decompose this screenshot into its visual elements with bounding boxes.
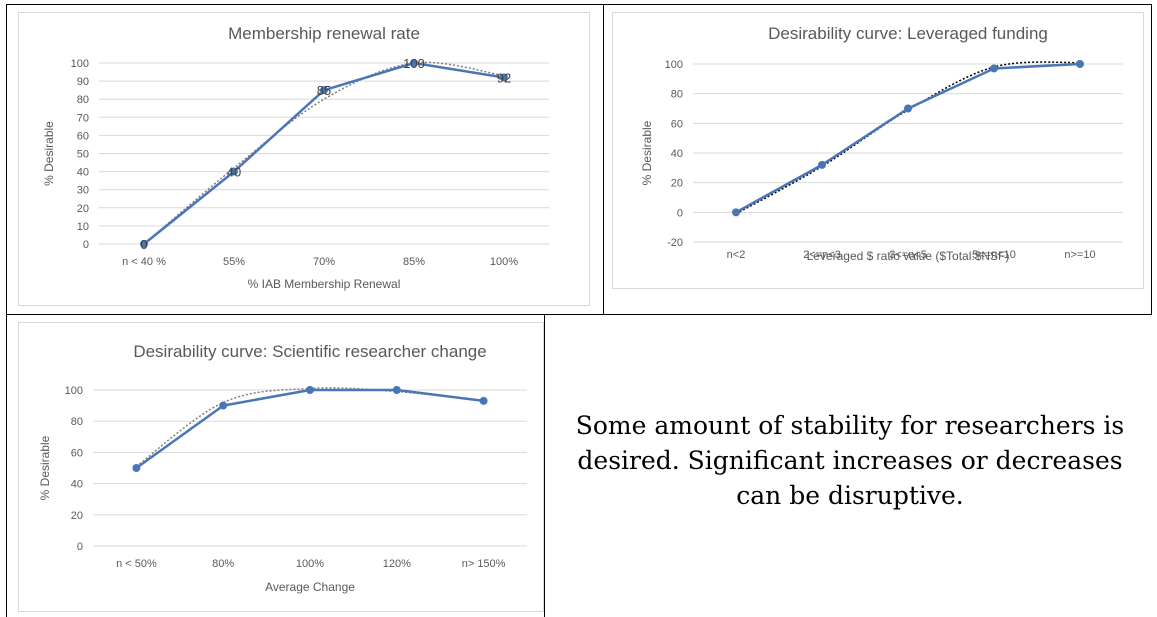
- y-tick-label: 0: [77, 541, 83, 553]
- series-line: [735, 62, 1081, 214]
- y-tick-label: 40: [671, 148, 683, 160]
- data-point: [410, 59, 418, 67]
- data-label: 92: [497, 70, 511, 85]
- chart-researcher-change: Desirability curve: Scientific researche…: [18, 322, 544, 612]
- chart-title: Membership renewal rate: [228, 24, 420, 43]
- y-tick-label: 20: [77, 203, 89, 215]
- table-border-top: [6, 4, 1152, 5]
- y-tick-label: 40: [71, 479, 83, 491]
- data-point: [320, 86, 328, 95]
- y-tick-label: 0: [83, 239, 89, 251]
- trendline: [135, 387, 484, 468]
- y-tick-label: 20: [71, 510, 83, 522]
- chart-membership-renewal: Membership renewal rate 0 10 20 30 40 50 60 70 80…: [18, 12, 590, 306]
- data-label: 0: [140, 237, 147, 252]
- chart-leveraged-funding-svg: Desirability curve: Leveraged funding -20…: [640, 24, 1123, 263]
- y-tick-label: -20: [667, 237, 683, 249]
- table-border-middle: [603, 4, 604, 314]
- x-tick-label: 120%: [383, 558, 411, 570]
- data-point: [140, 240, 148, 248]
- data-point: [500, 73, 508, 82]
- table-border-right: [1151, 4, 1152, 314]
- y-axis-label: % Desirable: [42, 121, 56, 186]
- x-tick-label: n<2: [727, 249, 746, 261]
- table-border-row: [6, 314, 1152, 315]
- x-tick-label: 100%: [490, 256, 518, 268]
- data-point: [818, 160, 826, 169]
- x-tick-label: 2<=n<3: [803, 249, 841, 261]
- x-tick-label: n < 40 %: [122, 256, 166, 268]
- y-tick-label: 30: [77, 185, 89, 197]
- y-tick-label: 60: [71, 447, 83, 459]
- data-point: [132, 464, 141, 472]
- y-axis-label: % Desirable: [38, 435, 52, 500]
- y-tick-label: 20: [671, 178, 683, 190]
- x-tick-label: n < 50%: [116, 558, 157, 570]
- y-tick-label: 100: [665, 59, 683, 71]
- data-label: 40: [227, 165, 241, 180]
- y-tick-label: 100: [65, 385, 83, 397]
- x-tick-label: n>=10: [1064, 249, 1095, 261]
- x-tick-label: 80%: [212, 558, 234, 570]
- data-point: [230, 167, 238, 176]
- x-tick-label: 70%: [313, 256, 335, 268]
- x-axis-label: Leveraged $ ratio value ($Total:$NSF): [807, 249, 1010, 263]
- x-tick-label: n> 150%: [462, 558, 506, 570]
- data-point: [1076, 60, 1084, 68]
- data-label: 85: [317, 83, 331, 98]
- chart-title: Desirability curve: Scientific researche…: [133, 342, 486, 361]
- x-axis-label: Average Change: [265, 580, 355, 594]
- y-axis-label: % Desirable: [640, 120, 654, 185]
- stability-note: Some amount of stability for researchers…: [575, 411, 1125, 510]
- data-label: 100: [403, 56, 425, 71]
- data-point: [306, 386, 314, 394]
- y-tick-label: 10: [77, 221, 89, 233]
- chart-leveraged-funding: Desirability curve: Leveraged funding -20…: [612, 12, 1144, 289]
- x-tick-label: 100%: [296, 558, 324, 570]
- series-line: [135, 388, 484, 470]
- y-tick-label: 100: [71, 58, 89, 70]
- chart-researcher-change-svg: Desirability curve: Scientific researche…: [38, 342, 527, 594]
- y-tick-label: 80: [71, 416, 83, 428]
- x-tick-label: 3<=n<5: [889, 249, 927, 261]
- data-point: [990, 64, 998, 73]
- x-tick-label: 85%: [403, 256, 425, 268]
- data-point: [904, 104, 912, 113]
- y-tick-label: 80: [77, 94, 89, 106]
- data-point: [479, 396, 488, 405]
- y-tick-label: 0: [677, 207, 683, 219]
- data-point: [219, 401, 228, 410]
- table-border-left: [6, 4, 7, 617]
- table-border-cell: [544, 314, 545, 617]
- y-tick-label: 60: [671, 118, 683, 130]
- y-tick-label: 90: [77, 76, 89, 88]
- y-tick-label: 40: [77, 167, 89, 179]
- y-tick-label: 70: [77, 112, 89, 124]
- x-tick-label: 55%: [223, 256, 245, 268]
- chart-title: Desirability curve: Leveraged funding: [768, 24, 1048, 43]
- y-tick-label: 50: [77, 149, 89, 161]
- chart-membership-renewal-svg: Membership renewal rate 0 10 20 30 40 50 60 70 80…: [42, 24, 549, 291]
- x-tick-label: 5<=n<10: [972, 249, 1016, 261]
- trendline: [735, 61, 1081, 215]
- y-tick-label: 60: [77, 130, 89, 142]
- y-tick-label: 80: [671, 89, 683, 101]
- x-axis-label: % IAB Membership Renewal: [248, 277, 401, 291]
- data-point: [732, 208, 740, 217]
- data-point: [392, 386, 401, 394]
